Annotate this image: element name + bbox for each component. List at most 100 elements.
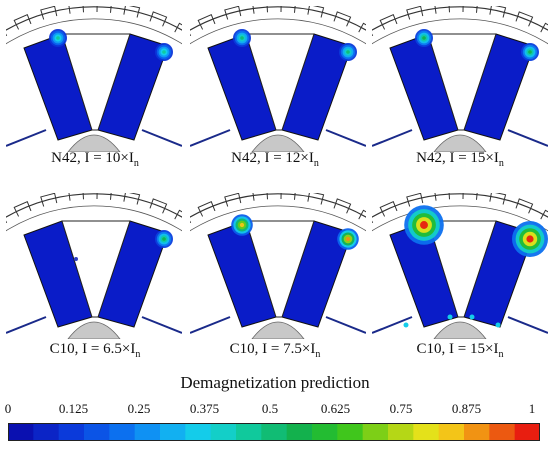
caption-current: I = 15×I <box>449 150 499 166</box>
colorbar-tick-label: 1 <box>528 401 536 416</box>
minor-hotspot <box>469 314 475 320</box>
caption-material: C10, <box>49 341 83 357</box>
flux-barrier-right <box>141 129 182 147</box>
colorbar-segment <box>160 423 186 441</box>
caption-current: I = 12×I <box>264 150 314 166</box>
colorbar-segment <box>236 423 262 441</box>
flux-barrier-right <box>507 316 548 334</box>
minor-hotspot <box>447 314 453 320</box>
colorbar-segment <box>8 423 34 441</box>
flux-barrier-left <box>372 316 413 334</box>
flux-barrier-left <box>190 129 231 147</box>
colorbar-tick-label: 0.375 <box>189 401 220 416</box>
flux-barrier-right <box>141 316 182 334</box>
panel-caption: C10, I = 7.5×In <box>230 341 321 360</box>
rotor-outer-arc <box>372 6 548 31</box>
stator-slot <box>540 22 548 33</box>
flux-barrier-left <box>372 129 413 147</box>
flux-barrier-right <box>325 129 366 147</box>
demagnetization-hotspot-left <box>233 29 251 47</box>
caption-current: I = 10×I <box>84 150 134 166</box>
motor-section-panel <box>6 6 182 152</box>
colorbar-title: Demagnetization prediction <box>180 373 370 392</box>
colorbar-tick-label: 0 <box>4 401 12 416</box>
caption-material: N42, <box>231 150 265 166</box>
colorbar-segment <box>438 423 465 441</box>
demagnetization-hotspot-left <box>415 29 433 47</box>
pole-piece <box>61 220 131 318</box>
caption-subscript: n <box>313 158 319 169</box>
panel-caption: C10, I = 15×In <box>417 341 504 360</box>
panel-caption: C10, I = 6.5×In <box>50 341 141 360</box>
demagnetization-hotspot-right <box>521 43 539 61</box>
probe-point <box>74 257 78 261</box>
stator-slot <box>358 209 366 220</box>
panel-caption: N42, I = 15×In <box>416 150 504 169</box>
stator-slot <box>174 22 182 33</box>
pole-piece <box>245 220 315 318</box>
colorbar-segment <box>185 423 212 441</box>
flux-barrier-right <box>507 129 548 147</box>
flux-barrier-left <box>6 316 47 334</box>
panel-caption: N42, I = 12×In <box>231 150 319 169</box>
stator-slot <box>174 209 182 220</box>
motor-section-panel <box>190 193 366 339</box>
colorbar-segment <box>337 423 364 441</box>
motor-section-panel <box>372 193 548 339</box>
caption-subscript: n <box>498 158 504 169</box>
demagnetization-hotspot-left <box>231 214 253 236</box>
colorbar-border <box>8 423 540 441</box>
stator-slot <box>540 209 548 220</box>
pole-piece <box>427 33 497 131</box>
demagnetization-hotspot-right <box>512 221 548 257</box>
caption-subscript: n <box>315 349 321 360</box>
colorbar-tick-label: 0.5 <box>261 401 279 416</box>
colorbar-segment <box>286 423 313 441</box>
airgap-arc <box>6 18 182 45</box>
colorbar-segment <box>514 423 540 441</box>
colorbar-tick-label: 0.75 <box>389 401 413 416</box>
colorbar-segment <box>413 423 440 441</box>
rotor-outer-arc <box>6 6 182 31</box>
caption-material: N42, <box>51 150 85 166</box>
rotor-outer-arc <box>190 6 366 31</box>
rotor-hub <box>251 134 305 152</box>
colorbar-tick-label: 0.875 <box>451 401 482 416</box>
colorbar-segment <box>134 423 161 441</box>
colorbar-tick-label: 0.625 <box>320 401 351 416</box>
caption-material: C10, <box>229 341 263 357</box>
airgap-arc <box>372 205 548 232</box>
flux-barrier-left <box>190 316 231 334</box>
panel-caption: N42, I = 10×In <box>51 150 139 169</box>
pole-piece <box>427 220 497 318</box>
airgap-arc <box>190 205 366 232</box>
caption-current: I = 15×I <box>449 341 499 357</box>
colorbar-tick-label: 0.25 <box>127 401 151 416</box>
motor-section-panel <box>372 6 548 152</box>
caption-current: I = 7.5×I <box>262 341 316 357</box>
rotor-hub <box>67 321 121 339</box>
rotor-hub <box>67 134 121 152</box>
demagnetization-hotspot-right <box>337 228 359 250</box>
flux-barrier-left <box>6 129 47 147</box>
caption-subscript: n <box>498 349 504 360</box>
demagnetization-hotspot-left <box>404 205 444 245</box>
caption-current: I = 6.5×I <box>82 341 136 357</box>
rotor-hub <box>433 134 487 152</box>
demagnetization-hotspot-left <box>49 29 67 47</box>
pole-piece <box>61 33 131 131</box>
caption-material: N42, <box>416 150 450 166</box>
flux-barrier-right <box>325 316 366 334</box>
colorbar-segment <box>84 423 110 441</box>
colorbar-segment <box>33 423 60 441</box>
colorbar <box>8 423 540 441</box>
caption-subscript: n <box>135 349 141 360</box>
rotor-outer-arc <box>190 193 366 218</box>
airgap-arc <box>372 18 548 45</box>
motor-section-panel <box>6 193 182 339</box>
minor-hotspot <box>495 322 501 328</box>
demagnetization-hotspot-right <box>339 43 357 61</box>
airgap-arc <box>190 18 366 45</box>
colorbar-segment <box>109 423 136 441</box>
motor-section-panel <box>190 6 366 152</box>
